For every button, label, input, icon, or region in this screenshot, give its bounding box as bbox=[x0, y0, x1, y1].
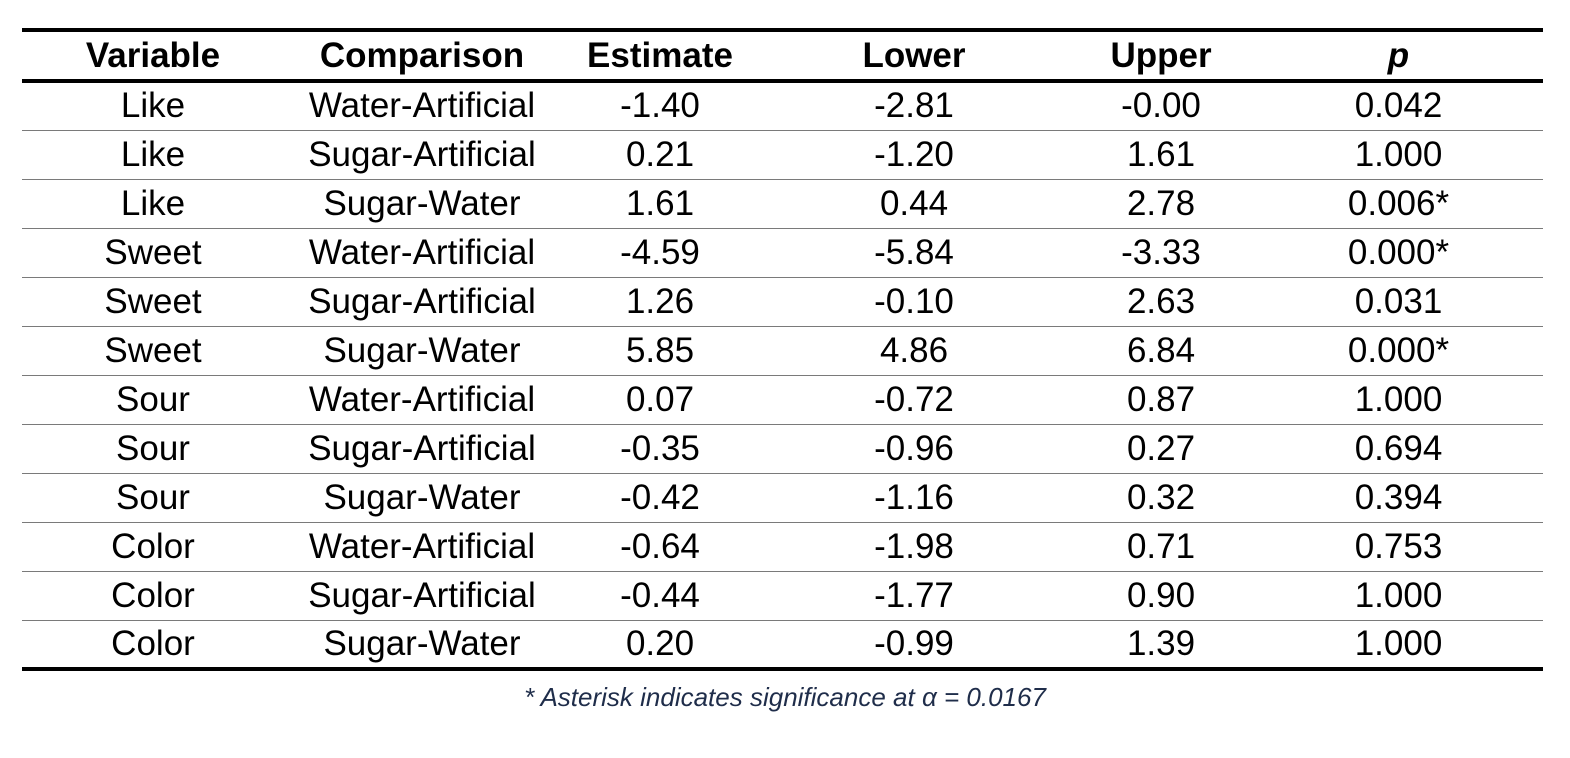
table-row: Like Sugar-Artificial 0.21 -1.20 1.61 1.000 bbox=[22, 130, 1543, 179]
cell-p-value: 0.753 bbox=[1354, 526, 1443, 566]
cell-lower: -2.81 bbox=[874, 86, 954, 126]
cell-lower: 4.86 bbox=[879, 330, 949, 370]
cell-p-value: 0.006* bbox=[1347, 183, 1450, 223]
table-row: Sweet Sugar-Water 5.85 4.86 6.84 0.000* bbox=[22, 326, 1543, 375]
cell-variable: Color bbox=[111, 623, 195, 663]
cell-p-value: 0.694 bbox=[1354, 428, 1443, 468]
cell-estimate: -1.40 bbox=[620, 86, 700, 126]
table-header-row: Variable Comparison Estimate Lower Upper… bbox=[22, 30, 1543, 81]
table-row: Like Water-Artificial -1.40 -2.81 -0.00 0.042 bbox=[22, 81, 1543, 130]
table-row: Sour Water-Artificial 0.07 -0.72 0.87 1.000 bbox=[22, 375, 1543, 424]
cell-variable: Sweet bbox=[104, 232, 202, 272]
cell-p-value: 1.000 bbox=[1354, 575, 1443, 615]
cell-upper: 2.78 bbox=[1126, 183, 1196, 223]
header-p-value: p bbox=[1387, 35, 1410, 75]
cell-p-value: 0.042 bbox=[1354, 86, 1443, 126]
cell-comparison: Sugar-Water bbox=[323, 330, 521, 370]
cell-upper: 6.84 bbox=[1126, 330, 1196, 370]
cell-upper: -3.33 bbox=[1121, 232, 1201, 272]
significance-footnote: * Asterisk indicates significance at α =… bbox=[524, 682, 1046, 712]
cell-comparison: Water-Artificial bbox=[308, 379, 536, 419]
cell-variable: Sweet bbox=[104, 330, 202, 370]
cell-variable: Like bbox=[120, 183, 186, 223]
cell-estimate: -0.44 bbox=[620, 575, 700, 615]
cell-p-value: 0.031 bbox=[1354, 281, 1443, 321]
table-row: Color Water-Artificial -0.64 -1.98 0.71 0.753 bbox=[22, 522, 1543, 571]
cell-comparison: Sugar-Artificial bbox=[308, 134, 536, 174]
cell-comparison: Sugar-Water bbox=[323, 477, 521, 517]
cell-p-value: 0.394 bbox=[1354, 477, 1443, 517]
cell-variable: Sour bbox=[116, 477, 190, 517]
header-estimate: Estimate bbox=[587, 35, 733, 75]
cell-upper: 0.27 bbox=[1126, 428, 1196, 468]
cell-estimate: 1.61 bbox=[625, 183, 695, 223]
table-row: Like Sugar-Water 1.61 0.44 2.78 0.006* bbox=[22, 179, 1543, 228]
pairwise-comparison-table: Variable Comparison Estimate Lower Upper… bbox=[22, 28, 1543, 671]
cell-variable: Color bbox=[111, 526, 195, 566]
table-row: Color Sugar-Artificial -0.44 -1.77 0.90 1.000 bbox=[22, 571, 1543, 620]
cell-estimate: -0.35 bbox=[620, 428, 700, 468]
cell-estimate: -4.59 bbox=[620, 232, 700, 272]
header-upper: Upper bbox=[1110, 35, 1212, 75]
cell-lower: -0.99 bbox=[874, 623, 954, 663]
cell-estimate: 0.20 bbox=[625, 623, 695, 663]
cell-estimate: 1.26 bbox=[625, 281, 695, 321]
header-variable: Variable bbox=[85, 35, 221, 75]
cell-comparison: Water-Artificial bbox=[308, 232, 536, 272]
cell-variable: Sour bbox=[116, 428, 190, 468]
table-row: Sour Sugar-Water -0.42 -1.16 0.32 0.394 bbox=[22, 473, 1543, 522]
cell-estimate: -0.42 bbox=[620, 477, 700, 517]
cell-variable: Sweet bbox=[104, 281, 202, 321]
cell-variable: Like bbox=[120, 134, 186, 174]
table-row: Sweet Sugar-Artificial 1.26 -0.10 2.63 0.031 bbox=[22, 277, 1543, 326]
table-row: Color Sugar-Water 0.20 -0.99 1.39 1.000 bbox=[22, 620, 1543, 669]
cell-lower: 0.44 bbox=[879, 183, 949, 223]
cell-lower: -0.72 bbox=[874, 379, 954, 419]
cell-lower: -1.98 bbox=[874, 526, 954, 566]
cell-variable: Sour bbox=[116, 379, 190, 419]
cell-upper: -0.00 bbox=[1121, 86, 1201, 126]
cell-comparison: Water-Artificial bbox=[308, 86, 536, 126]
results-table-container: Variable Comparison Estimate Lower Upper… bbox=[22, 28, 1543, 671]
cell-upper: 0.32 bbox=[1126, 477, 1196, 517]
cell-comparison: Sugar-Water bbox=[323, 183, 521, 223]
cell-upper: 1.61 bbox=[1126, 134, 1196, 174]
cell-upper: 0.90 bbox=[1126, 575, 1196, 615]
cell-estimate: 0.07 bbox=[625, 379, 695, 419]
cell-upper: 0.87 bbox=[1126, 379, 1196, 419]
cell-p-value: 0.000* bbox=[1347, 232, 1450, 272]
cell-comparison: Sugar-Water bbox=[323, 623, 521, 663]
cell-comparison: Water-Artificial bbox=[308, 526, 536, 566]
cell-lower: -1.77 bbox=[874, 575, 954, 615]
table-body: Like Water-Artificial -1.40 -2.81 -0.00 0.042… bbox=[22, 81, 1543, 669]
cell-p-value: 0.000* bbox=[1347, 330, 1450, 370]
header-lower: Lower bbox=[862, 35, 966, 75]
cell-lower: -5.84 bbox=[874, 232, 954, 272]
cell-upper: 0.71 bbox=[1126, 526, 1196, 566]
cell-upper: 2.63 bbox=[1126, 281, 1196, 321]
cell-p-value: 1.000 bbox=[1354, 623, 1443, 663]
cell-comparison: Sugar-Artificial bbox=[308, 281, 536, 321]
cell-lower: -1.16 bbox=[874, 477, 954, 517]
cell-variable: Like bbox=[120, 86, 186, 126]
cell-variable: Color bbox=[111, 575, 195, 615]
cell-estimate: 0.21 bbox=[625, 134, 695, 174]
cell-estimate: -0.64 bbox=[620, 526, 700, 566]
cell-lower: -0.96 bbox=[874, 428, 954, 468]
cell-p-value: 1.000 bbox=[1354, 134, 1443, 174]
cell-comparison: Sugar-Artificial bbox=[308, 428, 536, 468]
cell-estimate: 5.85 bbox=[625, 330, 695, 370]
table-row: Sweet Water-Artificial -4.59 -5.84 -3.33 0.00… bbox=[22, 228, 1543, 277]
header-comparison: Comparison bbox=[319, 35, 525, 75]
table-row: Sour Sugar-Artificial -0.35 -0.96 0.27 0.694 bbox=[22, 424, 1543, 473]
cell-lower: -0.10 bbox=[874, 281, 954, 321]
cell-upper: 1.39 bbox=[1126, 623, 1196, 663]
cell-comparison: Sugar-Artificial bbox=[308, 575, 536, 615]
cell-p-value: 1.000 bbox=[1354, 379, 1443, 419]
cell-lower: -1.20 bbox=[874, 134, 954, 174]
